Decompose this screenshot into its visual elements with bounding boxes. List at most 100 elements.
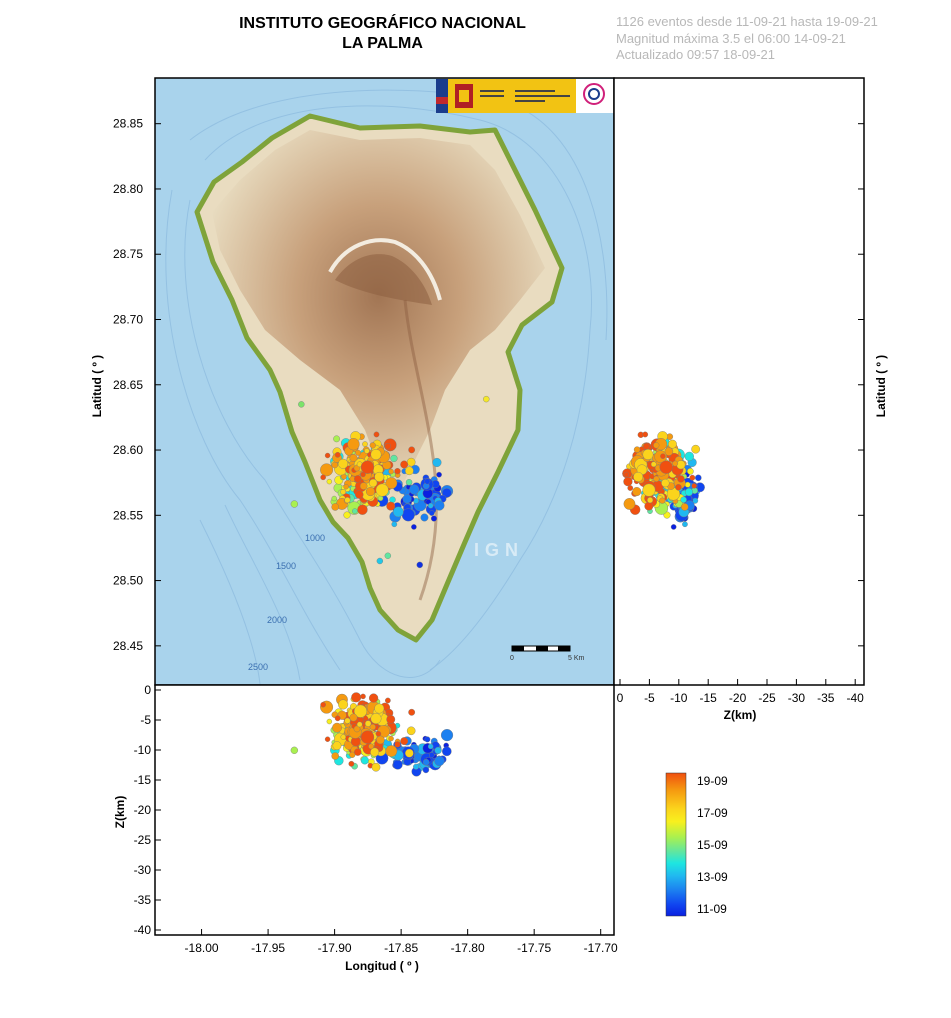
- longitude-depth-event: [408, 708, 416, 716]
- longitude-depth-event: [364, 720, 372, 727]
- longitude-depth-event: [374, 703, 385, 714]
- map-y-tick-label: 28.85: [113, 117, 143, 131]
- depth-latitude-event: [647, 497, 654, 504]
- depth-latitude-event: [680, 503, 689, 511]
- longitude-depth-x-tick-label: -17.95: [251, 941, 285, 955]
- longitude-depth-event: [368, 693, 379, 703]
- depth-latitude-x-tick-label: -40: [847, 691, 865, 705]
- longitude-depth-event: [424, 736, 431, 743]
- longitude-depth-event: [370, 747, 380, 757]
- longitude-depth-event: [368, 743, 375, 750]
- longitude-depth-event: [353, 725, 361, 733]
- map-event: [360, 460, 375, 474]
- map-event: [333, 435, 340, 443]
- longitude-depth-event: [351, 692, 362, 703]
- legend-color-bar: [665, 772, 687, 917]
- map-event: [375, 483, 389, 497]
- depth-latitude-event: [682, 521, 688, 528]
- longitude-depth-event: [386, 714, 396, 724]
- longitude-depth-x-axis-title: Longitud ( º ): [345, 959, 419, 973]
- map-y-tick-label: 28.60: [113, 443, 143, 457]
- island-relief: [212, 130, 545, 500]
- map-event: [320, 463, 334, 477]
- depth-latitude-x-tick-label: 0: [617, 691, 624, 705]
- info-event-count: 1126 eventos desde 11-09-21 hasta 19-09-…: [616, 14, 878, 29]
- longitude-depth-events: [290, 692, 454, 777]
- map-event: [338, 458, 349, 469]
- longitude-depth-event: [369, 723, 376, 731]
- map-event: [320, 474, 326, 481]
- longitude-depth-event: [354, 748, 362, 756]
- map-event: [411, 524, 417, 530]
- longitude-depth-y-axis-title: Z(km): [113, 796, 127, 829]
- longitude-depth-event: [422, 758, 430, 766]
- depth-latitude-event: [672, 460, 679, 467]
- depth-latitude-event: [642, 483, 656, 497]
- caldera-rim: [328, 238, 442, 301]
- info-max-magnitude: Magnitud máxima 3.5 el 06:00 14-09-21: [616, 31, 846, 46]
- map-event: [365, 487, 375, 497]
- map-event: [442, 488, 452, 498]
- depth-latitude-event: [659, 497, 666, 504]
- longitude-depth-event: [334, 715, 341, 722]
- map-event: [390, 454, 398, 463]
- map-event: [402, 494, 412, 504]
- map-event: [432, 457, 442, 468]
- map-event: [385, 477, 398, 490]
- map-y-tick-label: 28.65: [113, 378, 143, 392]
- date-legend: 19-09 17-09 15-09 13-09 11-09: [665, 772, 728, 917]
- longitude-depth-event: [344, 717, 351, 724]
- map-event: [364, 448, 370, 454]
- depth-latitude-event: [653, 475, 660, 482]
- map-event-outlier: [384, 552, 392, 559]
- map-events: [290, 395, 490, 569]
- map-watermark: IGN: [474, 540, 524, 560]
- map-event: [290, 500, 299, 508]
- longitude-depth-event: [338, 699, 349, 710]
- longitude-depth-event: [348, 760, 355, 767]
- depth-latitude-event: [661, 478, 670, 488]
- longitude-depth-x-tick-label: -17.80: [451, 941, 485, 955]
- map-event: [408, 446, 416, 454]
- longitude-depth-y-tick-label: -30: [134, 863, 152, 877]
- longitude-depth-event: [406, 726, 416, 736]
- map-event-outlier: [483, 395, 490, 403]
- longitude-depth-event: [375, 731, 382, 737]
- map-y-tick-label: 28.50: [113, 574, 143, 588]
- longitude-depth-event: [332, 722, 342, 733]
- map-event: [427, 502, 434, 509]
- map-y-axis-title: Latitud ( º ): [90, 355, 104, 417]
- depth-latitude-event: [623, 498, 636, 510]
- longitude-depth-y-tick-label: -10: [134, 743, 152, 757]
- depth-latitude-x-tick-label: -5: [644, 691, 655, 705]
- depth-latitude-event: [659, 460, 673, 474]
- legend-label-19-09: 19-09: [697, 774, 728, 788]
- map-event: [331, 503, 339, 511]
- map-event: [391, 521, 398, 528]
- map-event: [334, 451, 341, 458]
- legend-label-17-09: 17-09: [697, 806, 728, 820]
- longitude-depth-y-tick-label: -35: [134, 893, 152, 907]
- depth-latitude-event: [642, 431, 649, 438]
- map-event: [434, 500, 445, 511]
- depth-latitude-event: [660, 453, 666, 459]
- depth-latitude-event: [633, 446, 641, 453]
- caldera-floor: [335, 254, 432, 305]
- legend-label-15-09: 15-09: [697, 838, 728, 852]
- depth-latitude-events: [622, 431, 705, 530]
- longitude-depth-event: [370, 713, 382, 725]
- scale-bar: 0 5 Km: [510, 645, 585, 662]
- map-event: [340, 489, 346, 495]
- map-y-tick-label: 28.80: [113, 182, 143, 196]
- depth-latitude-event: [687, 468, 694, 475]
- map-y-tick-label: 28.45: [113, 639, 143, 653]
- map-event: [359, 482, 368, 490]
- depth-latitude-event: [623, 476, 633, 487]
- contour-label-2000: 2000: [267, 615, 287, 625]
- longitude-depth-event: [349, 713, 358, 722]
- depth-latitude-event: [644, 501, 654, 511]
- depth-latitude-event: [691, 483, 697, 489]
- map-event-outlier: [416, 561, 423, 569]
- depth-latitude-x-tick-label: -25: [758, 691, 776, 705]
- longitude-depth-x-tick-label: -17.90: [318, 941, 352, 955]
